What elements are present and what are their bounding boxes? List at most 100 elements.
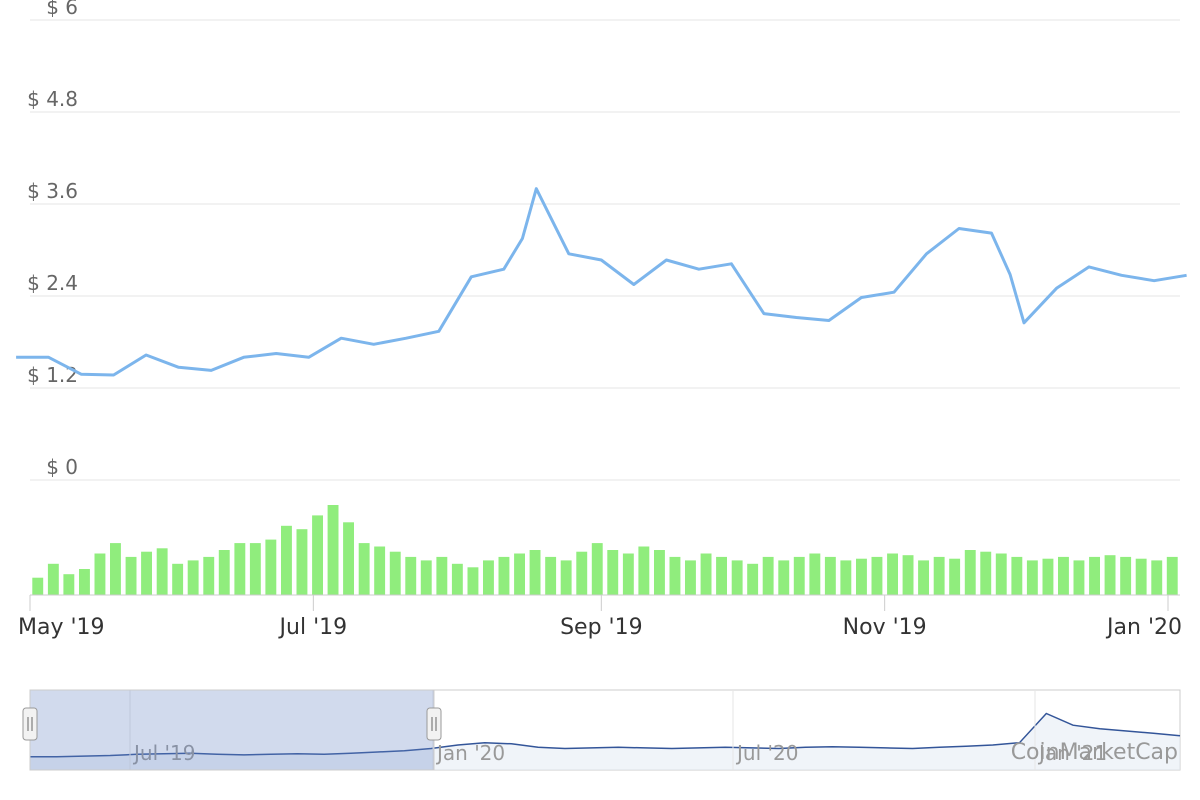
volume-bar	[902, 555, 914, 595]
volume-bar	[778, 560, 790, 595]
volume-bar	[964, 550, 976, 595]
volume-bar	[125, 556, 137, 595]
volume-bar	[343, 522, 354, 595]
volume-bar	[949, 558, 961, 595]
volume-bar	[234, 543, 246, 595]
volume-bar	[436, 556, 448, 595]
volume-bar	[79, 569, 90, 595]
volume-bar	[591, 543, 603, 595]
volume-bar	[203, 556, 215, 595]
volume-bar	[576, 551, 588, 595]
volume-series	[32, 505, 1178, 595]
volume-bar	[856, 558, 867, 595]
volume-bar	[809, 553, 821, 595]
y-tick-label: $ 1.2	[27, 363, 78, 387]
navigator-tick-label: Jan '21	[1037, 741, 1107, 765]
volume-bar	[47, 563, 59, 595]
volume-bar	[249, 543, 261, 595]
volume-bar	[327, 505, 339, 595]
navigator-handle-left[interactable]	[22, 707, 38, 741]
volume-bar	[32, 577, 44, 595]
volume-bar	[654, 550, 665, 595]
volume-bar	[94, 553, 106, 595]
volume-bar	[840, 560, 852, 595]
volume-bar	[700, 553, 712, 595]
y-tick-label: $ 2.4	[27, 271, 78, 295]
volume-bar	[1011, 556, 1023, 595]
navigator-tick-label: Jul '20	[735, 741, 798, 765]
x-tick-label: Sep '19	[560, 615, 643, 640]
volume-bar	[514, 553, 525, 595]
x-tick-label: Jul '19	[278, 615, 348, 640]
volume-bar	[296, 529, 308, 595]
navigator-area	[30, 713, 1180, 770]
y-axis-labels: $ 0 $ 1.2 $ 2.4 $ 3.6 $ 4.8 $ 6	[27, 0, 78, 479]
volume-bar	[824, 556, 836, 595]
volume-bar	[685, 560, 696, 595]
volume-bar	[218, 550, 230, 595]
volume-bar	[980, 551, 992, 595]
volume-bar	[172, 563, 184, 595]
volume-bar	[281, 525, 292, 595]
volume-bar	[762, 556, 774, 595]
x-tick-label: May '19	[18, 615, 105, 640]
volume-bar	[918, 560, 929, 595]
navigator-tick-label: Jan '20	[435, 741, 505, 765]
volume-bar	[1042, 558, 1054, 595]
volume-bar	[498, 556, 510, 595]
volume-bar	[483, 560, 494, 595]
navigator-selection[interactable]	[29, 689, 435, 771]
volume-bar	[1058, 556, 1069, 595]
volume-bar	[887, 553, 898, 595]
price-series	[15, 187, 1187, 377]
volume-bar	[1166, 556, 1178, 595]
navigator-tick-label: Jul '19	[132, 741, 195, 765]
volume-bar	[405, 556, 417, 595]
volume-bar	[358, 543, 370, 595]
volume-bar	[420, 560, 432, 595]
volume-bar	[467, 567, 479, 595]
price-line	[16, 187, 1187, 377]
x-tick-label: Jan '20	[1105, 615, 1182, 640]
volume-bar	[793, 556, 805, 595]
volume-bar	[747, 563, 759, 595]
volume-bar	[187, 560, 199, 595]
volume-bar	[1151, 560, 1163, 595]
y-tick-label: $ 6	[46, 0, 78, 19]
volume-bar	[560, 560, 572, 595]
volume-bar	[374, 546, 386, 595]
volume-bar	[312, 515, 323, 595]
volume-bar	[871, 556, 883, 595]
volume-bar	[1089, 556, 1100, 595]
navigator[interactable]: Jul '19 Jan '20 Jul '20 Jan '21	[22, 689, 1181, 771]
volume-bar	[545, 556, 557, 595]
volume-bar	[141, 551, 152, 595]
volume-bar	[451, 563, 463, 595]
volume-bar	[389, 551, 401, 595]
volume-bar	[1026, 560, 1038, 595]
volume-bar	[110, 543, 121, 595]
x-axis: May '19 Jul '19 Sep '19 Nov '19 Jan '20	[18, 594, 1182, 640]
volume-bar	[529, 550, 541, 595]
volume-bar	[265, 539, 277, 595]
volume-bar	[1120, 556, 1132, 595]
volume-bar	[995, 553, 1007, 595]
volume-bar	[669, 556, 681, 595]
volume-bar	[156, 548, 168, 595]
volume-bar	[622, 553, 634, 595]
watermark: CoinMarketCap	[1011, 740, 1178, 765]
y-tick-label: $ 0	[46, 455, 78, 479]
y-tick-label: $ 3.6	[27, 179, 78, 203]
volume-bar	[716, 556, 727, 595]
x-tick-label: Nov '19	[843, 615, 927, 640]
volume-bar	[1104, 555, 1116, 595]
volume-bar	[607, 550, 619, 595]
navigator-line	[30, 712, 1181, 758]
volume-bar	[638, 546, 650, 595]
volume-bar	[933, 556, 945, 595]
navigator-handle-right[interactable]	[426, 707, 442, 741]
y-grid	[30, 19, 1180, 481]
volume-bar	[1135, 558, 1147, 595]
volume-bar	[731, 560, 743, 595]
